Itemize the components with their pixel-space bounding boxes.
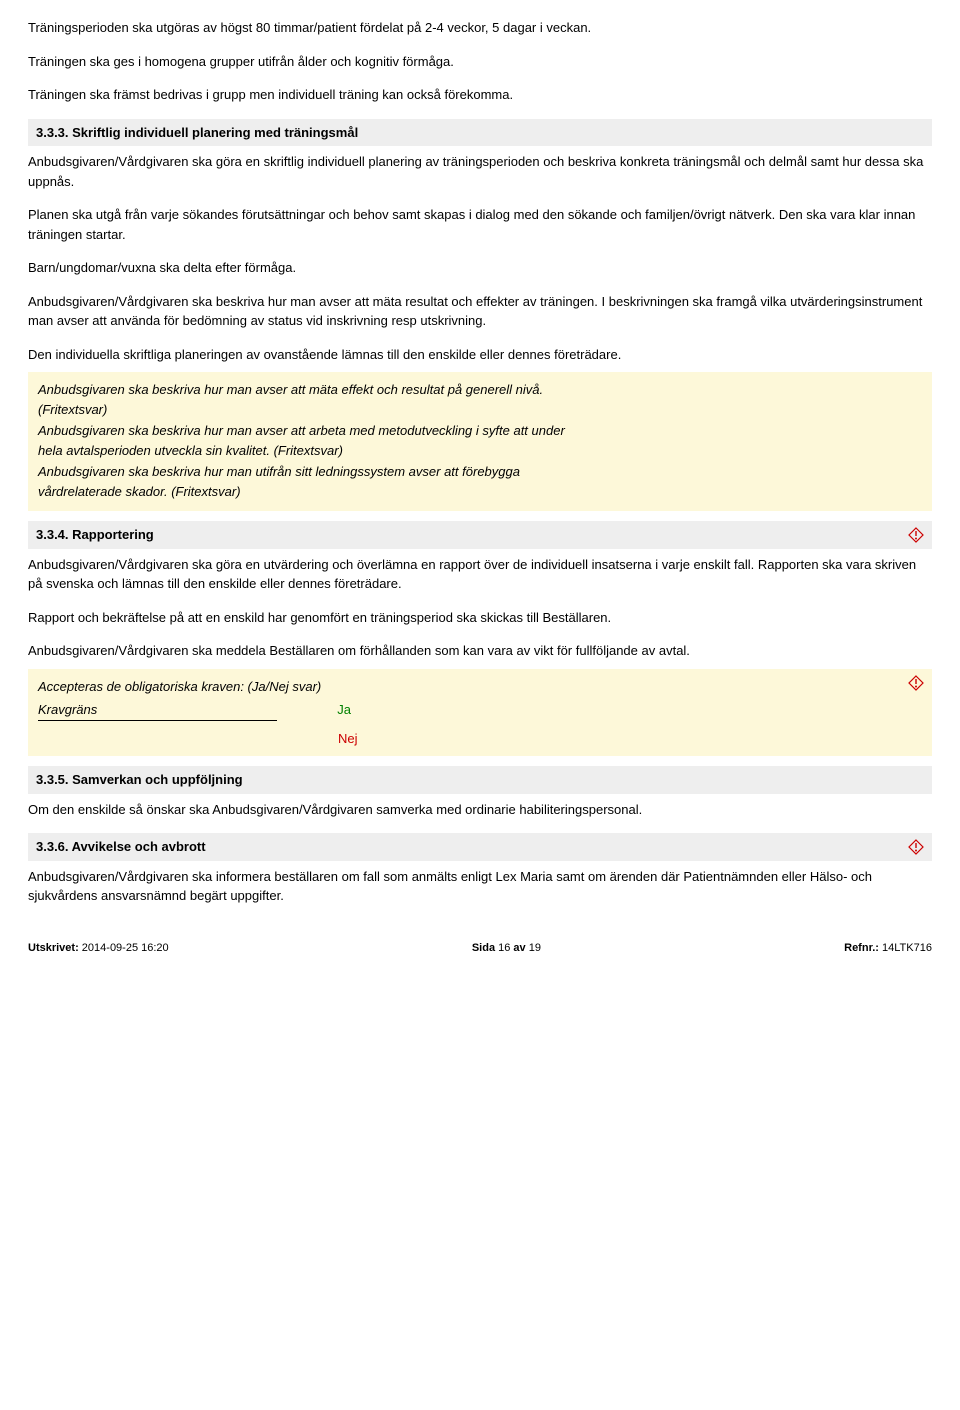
intro-paragraph-2: Träningen ska ges i homogena grupper uti…: [28, 52, 932, 72]
s334-p3: Anbudsgivaren/Vårdgivaren ska meddela Be…: [28, 641, 932, 661]
freetext-prompt-1: Anbudsgivaren ska beskriva hur man avser…: [38, 380, 558, 419]
footer-mid-value: 16: [495, 942, 513, 954]
s333-p3: Barn/ungdomar/vuxna ska delta efter förm…: [28, 258, 932, 278]
section-title: 3.3.4. Rapportering: [36, 525, 154, 545]
section-header-333: 3.3.3. Skriftlig individuell planering m…: [28, 119, 932, 147]
footer-right: Refnr.: 14LTK716: [844, 940, 932, 957]
answer-ja: Ja: [337, 700, 351, 720]
section-header-334: 3.3.4. Rapportering: [28, 521, 932, 549]
footer-mid-of: av: [513, 942, 525, 954]
s333-p1: Anbudsgivaren/Vårdgivaren ska göra en sk…: [28, 152, 932, 191]
section-title: 3.3.3. Skriftlig individuell planering m…: [36, 123, 358, 143]
warning-icon: [908, 675, 924, 691]
s334-p1: Anbudsgivaren/Vårdgivaren ska göra en ut…: [28, 555, 932, 594]
s334-p2: Rapport och bekräftelse på att en enskil…: [28, 608, 932, 628]
section-title: 3.3.5. Samverkan och uppföljning: [36, 770, 243, 790]
kravgrans-label: Kravgräns: [38, 700, 277, 721]
footer-mid: Sida 16 av 19: [472, 940, 541, 957]
highlight-box-334: Accepteras de obligatoriska kraven: (Ja/…: [28, 669, 932, 757]
s333-p4: Anbudsgivaren/Vårdgivaren ska beskriva h…: [28, 292, 932, 331]
s333-p5: Den individuella skriftliga planeringen …: [28, 345, 932, 365]
footer-right-label: Refnr.:: [844, 942, 879, 954]
intro-paragraph-3: Träningen ska främst bedrivas i grupp me…: [28, 85, 932, 105]
footer-right-value: 14LTK716: [879, 942, 932, 954]
footer-left-label: Utskrivet:: [28, 942, 79, 954]
yesno-question: Accepteras de obligatoriska kraven: (Ja/…: [38, 677, 922, 697]
footer-mid-total: 19: [526, 942, 541, 954]
section-header-335: 3.3.5. Samverkan och uppföljning: [28, 766, 932, 794]
warning-icon: [908, 527, 924, 543]
s336-p1: Anbudsgivaren/Vårdgivaren ska informera …: [28, 867, 932, 906]
footer-left-value: 2014-09-25 16:20: [79, 942, 169, 954]
warning-icon: [908, 839, 924, 855]
intro-paragraph-1: Träningsperioden ska utgöras av högst 80…: [28, 18, 932, 38]
section-header-336: 3.3.6. Avvikelse och avbrott: [28, 833, 932, 861]
s333-p2: Planen ska utgå från varje sökandes föru…: [28, 205, 932, 244]
footer-left: Utskrivet: 2014-09-25 16:20: [28, 940, 169, 957]
freetext-prompt-2: Anbudsgivaren ska beskriva hur man avser…: [38, 421, 578, 460]
footer-mid-label: Sida: [472, 942, 495, 954]
answer-nej: Nej: [338, 729, 922, 749]
page-footer: Utskrivet: 2014-09-25 16:20 Sida 16 av 1…: [28, 940, 932, 961]
s335-p1: Om den enskilde så önskar ska Anbudsgiva…: [28, 800, 932, 820]
highlight-box-333: Anbudsgivaren ska beskriva hur man avser…: [28, 372, 932, 511]
section-title: 3.3.6. Avvikelse och avbrott: [36, 837, 206, 857]
freetext-prompt-3: Anbudsgivaren ska beskriva hur man utifr…: [38, 462, 558, 501]
